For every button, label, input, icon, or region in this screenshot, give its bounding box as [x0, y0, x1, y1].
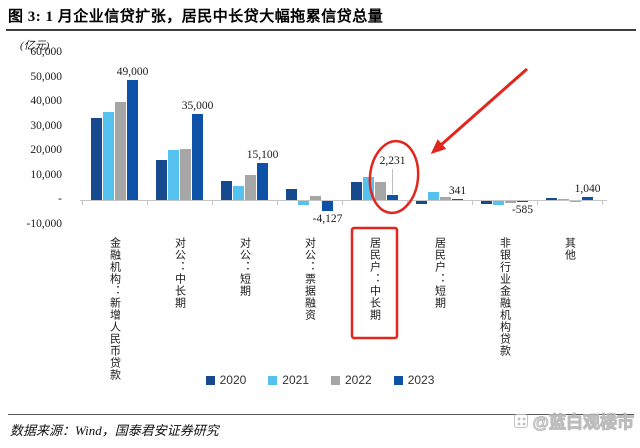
data-label: 2,231 [379, 154, 406, 167]
x-axis-tick-mark [602, 201, 603, 205]
bar-2020-对公：中长期 [156, 159, 167, 200]
legend: 2020 2021 2022 2023 [0, 373, 640, 387]
data-label: -585 [511, 204, 534, 217]
x-axis-tick-mark [342, 201, 343, 205]
x-axis-line [80, 200, 607, 201]
bar-2023-非银行业金融机构贷款 [517, 201, 528, 203]
data-label: 1,040 [574, 183, 601, 196]
y-axis-tick-label: 40,000 [30, 95, 62, 107]
x-axis-category-label: 其他 [563, 237, 576, 261]
x-axis-tick-mark [472, 201, 473, 205]
legend-swatch-2021 [268, 375, 278, 385]
bar-2023-对公：中长期 [192, 114, 203, 200]
bar-2022-对公：票据融资 [310, 195, 321, 200]
x-axis-category-label: 对公：票据融资 [303, 237, 316, 321]
data-label: -4,127 [312, 213, 343, 226]
x-axis-tick-mark [277, 201, 278, 205]
data-label: 15,100 [246, 149, 279, 161]
legend-item-2022: 2022 [331, 373, 372, 387]
x-axis-tick-mark [212, 201, 213, 205]
bar-2020-金融机构：新增人民币贷款 [91, 118, 102, 200]
legend-label: 2023 [407, 373, 435, 387]
legend-item-2020: 2020 [205, 373, 247, 387]
legend-item-2023: 2023 [393, 373, 435, 387]
bar-2020-非银行业金融机构贷款 [481, 201, 492, 204]
bar-2020-居民户：短期 [416, 201, 427, 204]
bar-2021-其他 [558, 199, 569, 200]
bar-2022-非银行业金融机构贷款 [505, 201, 516, 204]
x-axis-category-label: 金融机构：新增人民币贷款 [108, 237, 121, 381]
bar-2020-对公：短期 [221, 181, 232, 200]
x-axis-tick-mark [407, 201, 408, 205]
y-axis-tick-label: -10,000 [26, 217, 62, 230]
bar-2022-居民户：中长期 [375, 181, 386, 200]
source-note: 数据来源：Wind，国泰君安证券研究 [10, 423, 219, 438]
bar-2020-居民户：中长期 [351, 181, 362, 200]
footer-divider [8, 414, 634, 415]
y-axis-tick-label: 20,000 [30, 144, 62, 156]
annotation-arrow [430, 67, 528, 154]
x-axis-tick-mark [82, 201, 83, 205]
bar-2021-居民户：短期 [428, 191, 439, 200]
title-divider [6, 29, 636, 31]
x-axis-tick-mark [537, 201, 538, 205]
data-label: 341 [448, 185, 467, 198]
bar-2023-对公：短期 [257, 163, 268, 200]
legend-swatch-2022 [331, 375, 340, 385]
label-leader-line [392, 168, 393, 194]
figure-title: 图 3: 1 月企业信贷扩张，居民中长贷大幅拖累信贷总量 [8, 9, 384, 25]
x-axis-category-label: 非银行业金融机构贷款 [498, 237, 511, 357]
bar-2021-对公：中长期 [168, 150, 179, 200]
legend-swatch-2023 [393, 375, 403, 385]
axis-unit-label: (亿元) [20, 40, 50, 52]
bar-2021-金融机构：新增人民币贷款 [103, 112, 114, 200]
x-axis-category-label: 对公：中长期 [173, 237, 186, 309]
legend-label: 2021 [282, 373, 309, 387]
x-axis-category-label: 居民户：中长期 [368, 237, 381, 321]
y-axis-tick-label: 60,000 [30, 46, 62, 58]
highlight-ellipse [368, 139, 420, 215]
x-axis-category-label: 居民户：短期 [433, 237, 446, 309]
bar-2023-对公：票据融资 [322, 201, 333, 212]
x-axis-tick-mark [147, 201, 148, 205]
bar-2021-对公：票据融资 [298, 201, 309, 205]
bar-2022-对公：中长期 [180, 148, 191, 200]
bar-2021-对公：短期 [233, 185, 244, 200]
legend-label: 2022 [345, 373, 372, 387]
watermark-logo-icon [514, 413, 529, 428]
bar-2020-对公：票据融资 [286, 188, 297, 200]
bar-2020-其他 [546, 197, 557, 200]
y-axis-tick-label: - [58, 193, 62, 205]
bar-2022-居民户：短期 [440, 197, 451, 200]
bar-2022-对公：短期 [245, 175, 256, 200]
watermark-text: @蓝白观楼市 [532, 413, 635, 433]
y-axis-tick-label: 50,000 [30, 70, 62, 83]
legend-label: 2020 [219, 373, 247, 387]
y-axis-tick-label: 10,000 [30, 168, 62, 181]
data-label: 35,000 [181, 100, 214, 113]
bar-2023-居民户：短期 [452, 199, 463, 200]
bar-2023-其他 [582, 197, 593, 200]
bar-2022-其他 [570, 201, 581, 202]
legend-item-2021: 2021 [268, 373, 309, 387]
bar-2022-金融机构：新增人民币贷款 [115, 102, 126, 200]
legend-swatch-2020 [205, 375, 215, 385]
x-axis-category-label: 对公：短期 [238, 237, 251, 297]
bar-2021-非银行业金融机构贷款 [493, 201, 504, 206]
bar-2021-居民户：中长期 [363, 176, 374, 200]
bar-2023-金融机构：新增人民币贷款 [127, 79, 138, 200]
watermark: @蓝白观楼市 [514, 408, 634, 433]
data-label: 49,000 [116, 65, 149, 78]
y-axis-tick-label: 30,000 [30, 119, 62, 132]
